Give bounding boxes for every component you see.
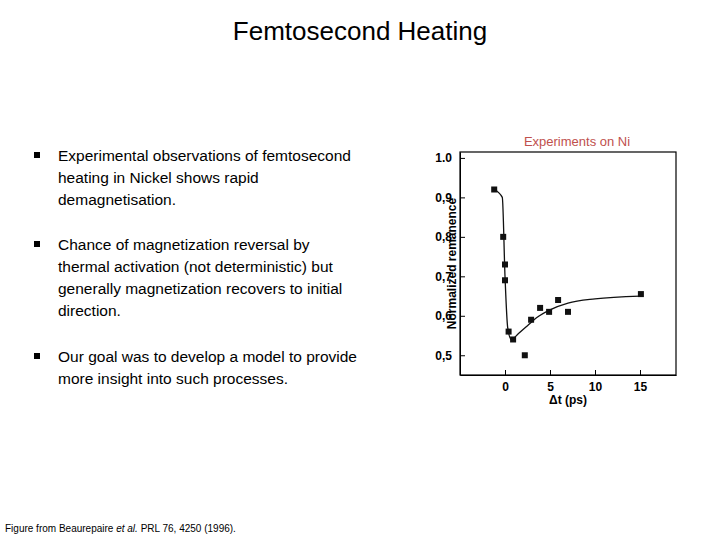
y-tick-label: 0,5 — [435, 349, 452, 363]
y-tick: 1.0 — [435, 151, 465, 165]
x-tick-label: 5 — [547, 380, 554, 394]
x-tick: 5 — [547, 370, 554, 394]
x-tick-mark — [595, 370, 596, 375]
y-axis-title: Normalized remanence — [445, 197, 459, 329]
data-point — [522, 352, 528, 358]
x-axis: 0 5 10 15 — [461, 370, 677, 394]
bullet-text: heating in Nickel shows rapid — [58, 169, 259, 186]
bullet-text: direction. — [58, 302, 121, 319]
plot-area — [491, 186, 644, 358]
slide: Femtosecond Heating Experimental observat… — [0, 0, 720, 540]
bullet-text: more insight into such processes. — [58, 370, 288, 387]
x-tick-mark — [550, 370, 551, 375]
bullet-text: Our goal was to develop a model to provi… — [58, 348, 357, 365]
y-tick-mark — [460, 237, 465, 238]
y-tick-label: 1.0 — [435, 151, 452, 165]
data-point — [491, 186, 497, 192]
x-tick: 15 — [634, 370, 648, 394]
y-axis-line — [460, 153, 461, 376]
x-tick-mark — [640, 370, 641, 375]
bullet-text: Experimental observations of femtosecond — [58, 147, 351, 164]
caption: Figure from Beaurepaire et al. PRL 76, 4… — [5, 523, 236, 534]
x-tick: 0 — [502, 370, 509, 394]
x-tick-label: 15 — [634, 380, 648, 394]
bullet-marker — [34, 241, 40, 247]
y-tick: 0,5 — [435, 349, 465, 363]
data-point — [555, 297, 561, 303]
x-axis-line — [461, 375, 677, 376]
y-tick-mark — [460, 276, 465, 277]
x-tick-label: 0 — [502, 380, 509, 394]
y-tick-mark — [460, 355, 465, 356]
caption-part: et al. — [116, 523, 138, 534]
slide-title: Femtosecond Heating — [233, 16, 487, 46]
data-point — [537, 305, 543, 311]
x-tick-mark — [505, 370, 506, 375]
plot-frame — [460, 152, 676, 375]
bullet-text: demagnetisation. — [58, 191, 176, 208]
caption-part: Figure from Beaurepaire — [5, 523, 116, 534]
fit-line — [494, 189, 640, 339]
x-axis-title: Δt (ps) — [549, 393, 587, 407]
y-axis: 0,50,60,70,80,91.0 — [435, 151, 465, 375]
bullet-text: thermal activation (not deterministic) b… — [58, 258, 334, 275]
y-tick-mark — [460, 158, 465, 159]
bullet-marker — [34, 353, 40, 359]
bullet-marker — [34, 152, 40, 158]
data-point — [565, 309, 571, 315]
y-tick-mark — [460, 197, 465, 198]
y-tick-mark — [460, 316, 465, 317]
bullet-text: Chance of magnetization reversal by — [58, 236, 310, 253]
chart-title: Experiments on Ni — [524, 134, 630, 149]
caption-part: PRL 76, 4250 (1996). — [138, 523, 236, 534]
x-tick-label: 10 — [589, 380, 603, 394]
bullet-text: generally magnetization recovers to init… — [58, 280, 342, 297]
x-tick: 10 — [589, 370, 603, 394]
